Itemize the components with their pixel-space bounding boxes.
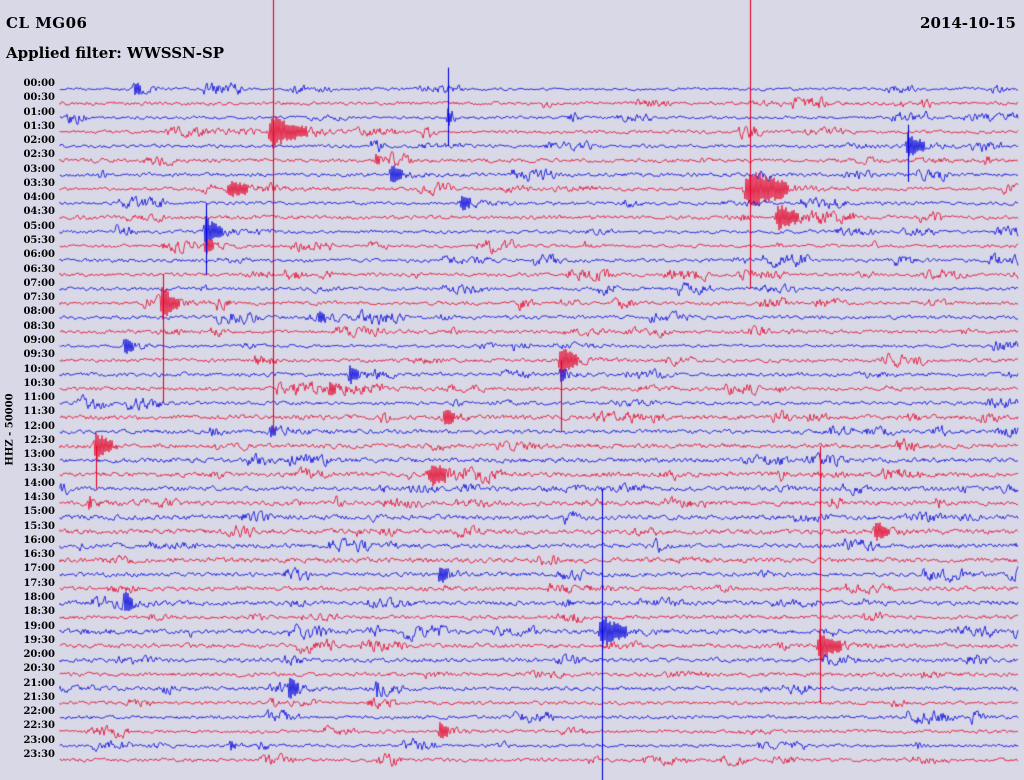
row-time-label: 12:00: [23, 420, 55, 432]
row-time-label: 18:30: [23, 606, 55, 618]
row-time-label: 11:30: [23, 406, 55, 418]
row-time-label: 13:00: [23, 449, 55, 461]
row-time-label: 05:00: [23, 220, 55, 232]
row-time-label: 10:30: [23, 377, 55, 389]
row-time-label: 09:30: [23, 349, 55, 361]
row-time-label: 22:00: [23, 706, 55, 718]
row-time-label: 16:30: [23, 549, 55, 561]
row-time-label: 11:00: [23, 392, 55, 404]
row-time-label: 16:00: [23, 534, 55, 546]
row-time-label: 19:00: [23, 620, 55, 632]
row-time-label: 17:00: [23, 563, 55, 575]
row-time-label: 15:30: [23, 520, 55, 532]
row-time-label: 08:30: [23, 320, 55, 332]
row-time-label: 03:30: [23, 177, 55, 189]
row-time-label: 10:00: [23, 363, 55, 375]
row-time-label: 20:30: [23, 663, 55, 675]
row-time-label: 14:30: [23, 492, 55, 504]
row-time-label: 08:00: [23, 306, 55, 318]
row-time-label: 07:30: [23, 292, 55, 304]
row-time-label: 12:30: [23, 434, 55, 446]
row-time-label: 23:30: [23, 749, 55, 761]
row-time-label: 23:00: [23, 734, 55, 746]
row-time-label: 01:00: [23, 106, 55, 118]
row-time-label: 06:30: [23, 263, 55, 275]
row-time-label: 15:00: [23, 506, 55, 518]
row-time-label: 03:00: [23, 163, 55, 175]
row-time-label: 06:00: [23, 249, 55, 261]
row-time-label: 22:30: [23, 720, 55, 732]
row-time-label: 00:00: [23, 78, 55, 89]
row-time-label: 04:00: [23, 192, 55, 204]
row-time-label: 21:30: [23, 691, 55, 703]
row-time-label: 18:00: [23, 591, 55, 603]
row-time-label: 05:30: [23, 235, 55, 247]
row-time-label: 02:00: [23, 135, 55, 147]
row-time-label: 14:00: [23, 477, 55, 489]
row-time-label: 07:00: [23, 277, 55, 289]
row-time-label: 02:30: [23, 149, 55, 161]
row-time-label: 01:30: [23, 120, 55, 132]
filter-label: Applied filter: WWSSN-SP: [6, 44, 225, 62]
row-time-label: 20:00: [23, 649, 55, 661]
row-time-label: 21:00: [23, 677, 55, 689]
station-label: CL MG06: [6, 14, 88, 32]
row-time-label: 00:30: [23, 92, 55, 104]
row-time-label: 19:30: [23, 634, 55, 646]
row-time-label: 09:00: [23, 334, 55, 346]
row-time-label: 04:30: [23, 206, 55, 218]
date-label: 2014-10-15: [920, 14, 1016, 32]
row-time-label: 17:30: [23, 577, 55, 589]
row-time-label: 13:30: [23, 463, 55, 475]
